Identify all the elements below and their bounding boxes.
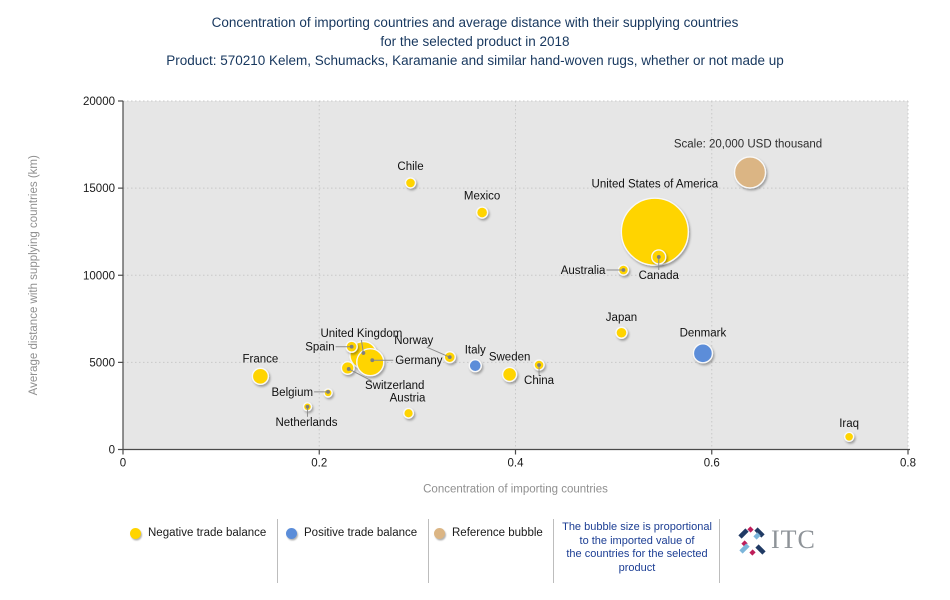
country-label-canada: Canada — [639, 270, 680, 282]
positive-balance-dot-icon — [286, 527, 297, 539]
legend-item-negative: Negative trade balance — [130, 527, 266, 539]
leader-dot — [370, 358, 375, 363]
x-axis-title: Concentration of importing countries — [423, 484, 608, 496]
x-tick-label: 0 — [120, 458, 126, 470]
country-label-united-kingdom: United Kingdom — [320, 328, 402, 340]
leader-line — [348, 368, 372, 382]
leader-dot — [447, 355, 452, 360]
country-label-norway: Norway — [394, 335, 433, 347]
country-label-china: China — [524, 375, 555, 387]
y-tick-label: 0 — [109, 445, 115, 457]
legend-separator — [277, 519, 278, 583]
chart-title-line2: for the selected product in 2018 — [380, 34, 570, 49]
x-tick-label: 0.8 — [900, 458, 916, 470]
x-tick-label: 0.6 — [704, 458, 720, 470]
leader-line — [426, 346, 450, 358]
country-label-chile: Chile — [397, 161, 423, 173]
country-label-italy: Italy — [465, 345, 486, 357]
y-axis-title: Average distance with supplying countrie… — [28, 155, 40, 395]
reference-bubble-dot-icon — [434, 527, 445, 539]
chart-title-line3: Product: 570210 Kelem, Schumacks, Karama… — [166, 53, 784, 68]
leader-dot — [346, 367, 351, 371]
chart-title: Concentration of importing countries and… — [0, 13, 950, 70]
bubble-chart: 0 0.2 0.4 0.6 0.8 0 5000 10000 15000 20000 Concent… — [28, 96, 916, 496]
leader-dot — [656, 255, 661, 259]
legend-item-label: Positive trade balance — [304, 527, 418, 539]
negative-balance-dot-icon — [130, 527, 141, 539]
legend-separator — [553, 519, 554, 583]
country-label-france: France — [242, 353, 278, 365]
legend-separator — [428, 519, 429, 583]
country-label-united-states-of-america: United States of America — [592, 179, 719, 191]
country-label-austria: Austria — [390, 392, 426, 404]
country-label-iraq: Iraq — [839, 418, 859, 430]
x-tick-label: 0.4 — [508, 458, 525, 470]
leader-dot — [305, 404, 310, 409]
country-label-australia: Australia — [561, 265, 606, 277]
legend-item-label: Negative trade balance — [148, 527, 267, 539]
country-label-japan: Japan — [606, 312, 637, 324]
leader-dot — [621, 268, 626, 272]
country-label-belgium: Belgium — [272, 387, 314, 399]
bubble-iraq[interactable] — [843, 431, 855, 442]
reference-bubble[interactable] — [733, 156, 767, 189]
bubble-mexico[interactable] — [475, 206, 489, 219]
leader-dot — [537, 363, 541, 367]
leader-dot — [361, 351, 366, 355]
leader-line — [360, 339, 364, 354]
scale-note: Scale: 20,000 USD thousand — [674, 138, 822, 150]
bubble-germany[interactable] — [356, 348, 385, 377]
leader-dot — [349, 344, 354, 349]
country-label-germany: Germany — [395, 355, 443, 367]
bubble-austria[interactable] — [403, 407, 415, 419]
country-label-sweden: Sweden — [489, 351, 531, 363]
y-tick-label: 20000 — [83, 96, 115, 108]
chart-title-line1: Concentration of importing countries and… — [211, 15, 739, 30]
bubble-size-note: The bubble size is proportional to the i… — [562, 521, 712, 574]
country-label-spain: Spain — [305, 342, 334, 354]
legend-item-positive: Positive trade balance — [286, 527, 417, 539]
leader-dot — [326, 389, 330, 394]
itc-logo-text: ITC — [771, 525, 816, 554]
x-tick-label: 0.2 — [311, 458, 327, 470]
legend-item-label: Reference bubble — [452, 527, 543, 539]
country-label-denmark: Denmark — [680, 327, 727, 339]
country-label-switzerland: Switzerland — [365, 380, 424, 392]
country-label-netherlands: Netherlands — [275, 417, 337, 429]
legend-separator — [719, 519, 720, 583]
country-label-mexico: Mexico — [464, 191, 500, 203]
bubble-chile[interactable] — [404, 177, 417, 189]
bubble-united-states-of-america[interactable] — [620, 197, 690, 266]
bubble-japan[interactable] — [615, 326, 628, 339]
y-tick-label: 5000 — [89, 357, 115, 369]
legend-item-reference: Reference bubble — [434, 527, 543, 539]
bubble-france[interactable] — [251, 367, 270, 386]
y-tick-label: 15000 — [83, 183, 115, 195]
bubble-denmark[interactable] — [692, 343, 714, 364]
bubble-italy[interactable] — [468, 358, 482, 373]
bubble-sweden[interactable] — [501, 366, 518, 383]
itc-pinwheel-icon — [738, 526, 766, 556]
y-tick-label: 10000 — [83, 270, 115, 282]
itc-logo: ITC — [736, 525, 816, 557]
